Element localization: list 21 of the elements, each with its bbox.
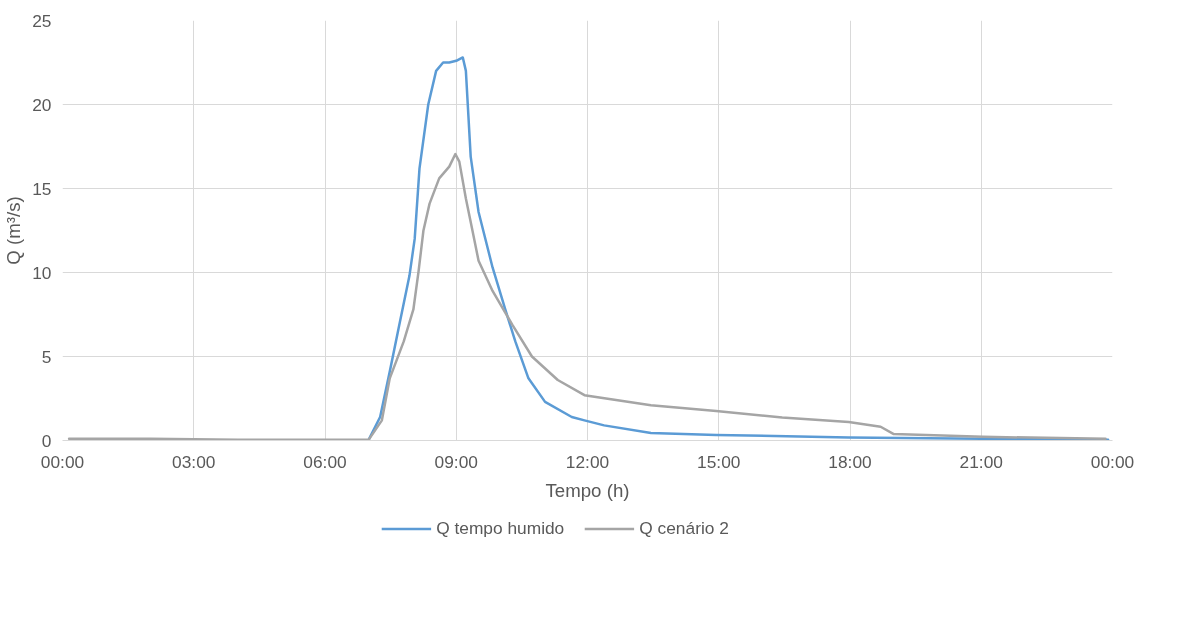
x-tick-label: 06:00 [303, 451, 347, 472]
legend-label: Q cenário 2 [639, 517, 729, 539]
x-tick-label: 00:00 [40, 451, 85, 472]
x-tick-label: 18:00 [828, 451, 872, 472]
x-tick-label: 09:00 [434, 451, 478, 472]
y-tick-label: 10 [32, 262, 52, 283]
x-tick-label: 21:00 [959, 451, 1003, 472]
y-tick-label: 5 [41, 346, 52, 367]
y-tick-label: 25 [32, 10, 52, 31]
y-axis-title: Q (m³/s) [3, 196, 25, 265]
y-tick-label: 20 [32, 94, 52, 115]
x-tick-label: 12:00 [565, 451, 610, 472]
x-tick-label: 03:00 [172, 451, 216, 472]
y-tick-label: 15 [32, 178, 52, 199]
line-series [67, 152, 1107, 441]
x-tick-label: 15:00 [697, 451, 741, 472]
x-tick-label: 00:00 [1090, 451, 1135, 472]
x-axis-title: Tempo (h) [545, 479, 630, 501]
legend-label: Q tempo humido [436, 517, 565, 539]
y-tick-label: 0 [41, 430, 52, 451]
line-series [367, 56, 1110, 441]
